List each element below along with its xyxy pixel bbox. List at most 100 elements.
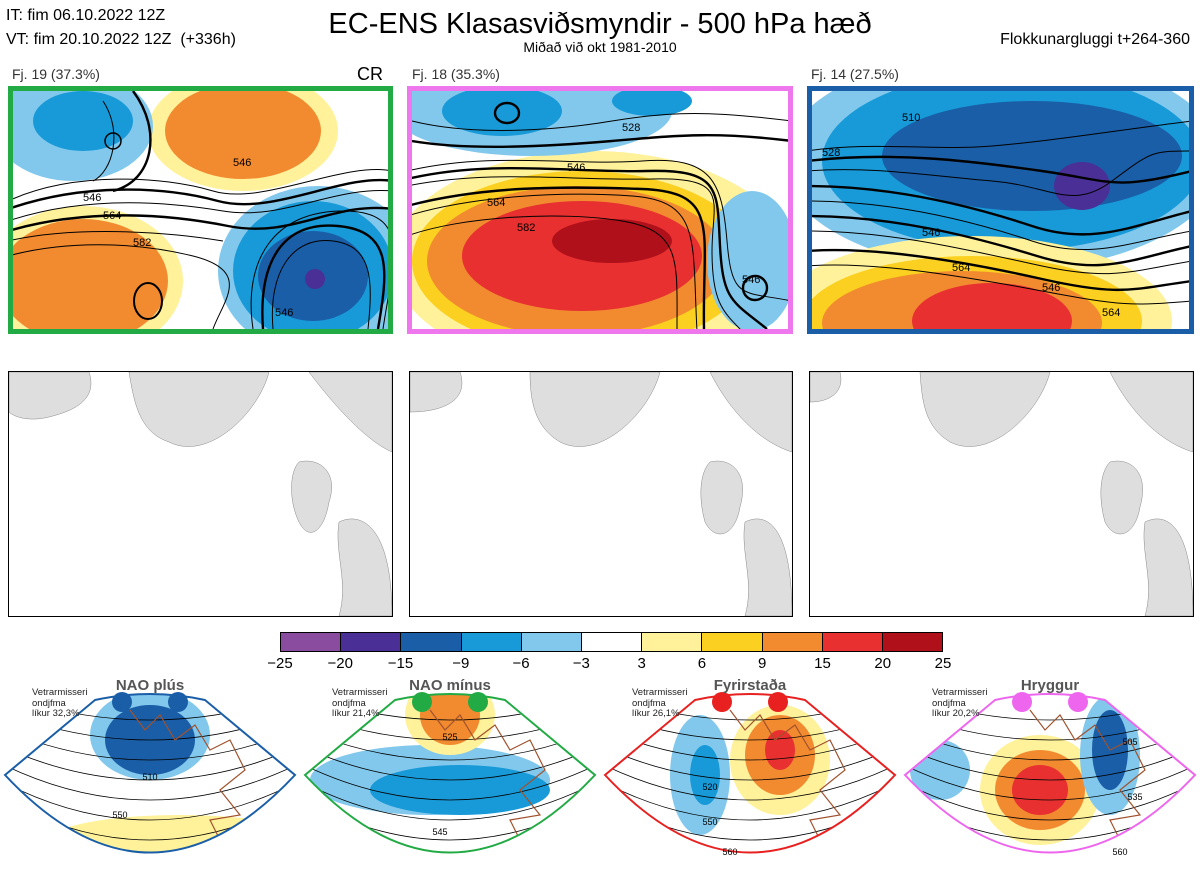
anomaly-shading — [1012, 765, 1068, 815]
height-contour — [5, 740, 295, 781]
base-map-1 — [8, 371, 393, 617]
regime-fan-outline — [903, 693, 1197, 854]
regime-probability-note: Vetrarmisseri ondjfma líkur 26,1% — [632, 687, 688, 719]
regime-marker-dot — [168, 692, 188, 712]
regime-marker-dot — [1012, 692, 1032, 712]
page-title: EC-ENS Klasasviðsmyndir - 500 hPa hæð — [328, 8, 872, 40]
anomaly-shading — [50, 815, 295, 853]
anomaly-shading — [370, 765, 550, 815]
height-contour — [605, 740, 895, 781]
colorbar-tick-label: 9 — [758, 655, 767, 672]
colorbar-swatch — [881, 633, 943, 651]
regime-fan-outline — [603, 693, 897, 854]
anomaly-shading — [765, 730, 795, 770]
classification-window: Flokkunargluggi t+264-360 — [1000, 31, 1190, 48]
colorbar-tick-label: 6 — [697, 655, 707, 672]
height-contour — [905, 774, 1195, 821]
contour-label: 564 — [487, 197, 505, 209]
colorbar-tick-label: 3 — [637, 655, 646, 672]
base-map-2 — [409, 371, 793, 617]
colorbar-swatch — [761, 633, 822, 651]
base-map-3 — [809, 371, 1194, 617]
contour-label: 560 — [1112, 847, 1127, 857]
contour-label: 510 — [142, 772, 157, 782]
cluster-2-map: 528 546 564 582 546 — [407, 86, 793, 334]
cluster-1-label: Fj. 19 (37.3%) — [12, 66, 100, 82]
coastline — [429, 709, 546, 851]
page-subtitle: Miðað við okt 1981-2010 — [523, 39, 677, 55]
colorbar-tick-label: −9 — [452, 655, 470, 672]
height-contour — [305, 774, 595, 821]
height-contour — [605, 757, 895, 801]
regime-name: NAO mínus — [409, 677, 491, 694]
contour-label: 564 — [952, 262, 970, 274]
contour-label: 564 — [1102, 307, 1120, 319]
contour-label: 546 — [922, 227, 940, 239]
colorbar-tick-label: 25 — [934, 655, 952, 672]
anomaly-shading — [420, 694, 480, 745]
contour-label: 528 — [622, 122, 640, 134]
contour-label: 564 — [103, 210, 121, 222]
contour-label: 546 — [275, 307, 293, 319]
colorbar-swatch — [400, 633, 461, 651]
height-contour — [605, 774, 895, 821]
colorbar-swatch — [340, 633, 401, 651]
contour-label: 582 — [517, 222, 535, 234]
coastline — [1029, 709, 1146, 851]
anomaly-shading — [690, 745, 720, 805]
contour-label: 546 — [1042, 282, 1060, 294]
regime-fan-map: 510 550 — [3, 693, 297, 854]
regime-fan-map: 520 550 560 — [603, 693, 897, 857]
regime-panels: 510 550 NAO plús Vetrarmisseri ondjfma líkur … — [0, 675, 1200, 871]
colorbar-swatch — [520, 633, 581, 651]
contour-label: 505 — [1122, 737, 1137, 747]
colorbar-swatch — [641, 633, 702, 651]
regime-marker-dot — [768, 692, 788, 712]
colorbar-tick-label: −3 — [572, 655, 590, 672]
regime-name: Hryggur — [1020, 677, 1080, 694]
contour-label: 550 — [112, 810, 127, 820]
regime-marker-dot — [412, 692, 432, 712]
regime-probability-note: Vetrarmisseri ondjfma líkur 21,4% — [332, 687, 388, 719]
colorbar-ticks: −25 −20 −15 −9 −6 −3 3 6 9 15 20 25 — [0, 655, 1200, 675]
colorbar-swatch — [580, 633, 642, 651]
anomaly-shading — [1005, 860, 1035, 870]
height-contour — [305, 757, 595, 801]
cluster-3-label: Fj. 14 (27.5%) — [811, 66, 899, 82]
contour-label: 546 — [742, 274, 760, 286]
regime-fan-map: 525545565 — [303, 693, 597, 854]
regime-fan-map: 505 535 560 — [903, 693, 1197, 870]
coastline — [729, 709, 846, 851]
coastline — [129, 709, 246, 851]
contour-label: 528 — [822, 147, 840, 159]
cluster-1-map: 546 564 582 546 546 — [8, 86, 393, 334]
init-time: IT: fim 06.10.2022 12Z — [6, 7, 166, 24]
cluster-3-map: 510 528 546 564 546 564 — [807, 86, 1194, 334]
contour-label: 546 — [233, 157, 251, 169]
regime-probability-note: Vetrarmisseri ondjfma líkur 20,2% — [932, 687, 988, 719]
regime-name: Fyrirstaða — [713, 677, 787, 694]
regime-marker-dot — [712, 692, 732, 712]
contour-label: 546 — [567, 162, 585, 174]
height-contour — [905, 757, 1195, 801]
contour-label: 525 — [442, 732, 457, 742]
colorbar-swatch — [821, 633, 882, 651]
contour-label: 545 — [432, 827, 447, 837]
colorbar-swatch — [281, 633, 341, 651]
colorbar-tick-label: 15 — [814, 655, 831, 672]
cluster-1-tag: CR — [357, 64, 383, 84]
contour-label: 546 — [83, 192, 101, 204]
contour-label: 510 — [902, 112, 920, 124]
valid-time: VT: fim 20.10.2022 12Z (+336h) — [6, 31, 236, 48]
colorbar — [280, 632, 943, 652]
regime-fan-outline — [3, 693, 297, 854]
contour-label: 550 — [702, 817, 717, 827]
contour-label: 582 — [133, 237, 151, 249]
colorbar-tick-label: −6 — [512, 655, 530, 672]
regime-probability-note: Vetrarmisseri ondjfma líkur 32,3% — [32, 687, 88, 719]
colorbar-tick-label: −15 — [387, 655, 414, 672]
cluster-2-label: Fj. 18 (35.3%) — [412, 66, 500, 82]
colorbar-tick-label: −25 — [267, 655, 293, 672]
contour-label: 560 — [722, 847, 737, 857]
colorbar-tick-label: −20 — [327, 655, 353, 672]
